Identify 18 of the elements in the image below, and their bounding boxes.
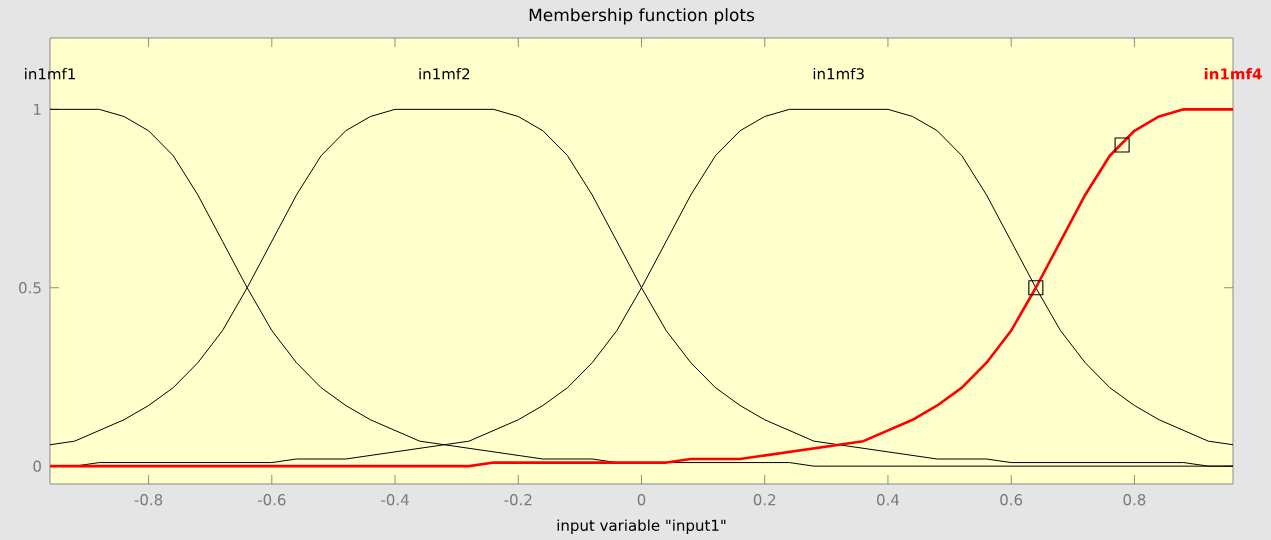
x-tick-label: 0 (637, 494, 646, 506)
x-tick-label: 0.2 (753, 494, 776, 506)
series-label: in1mf3 (813, 67, 864, 80)
series-label: in1mf2 (419, 67, 470, 80)
x-tick-label: -0.8 (134, 494, 163, 506)
x-tick-label: 0.6 (1000, 494, 1023, 506)
y-tick-label: 1 (34, 103, 41, 115)
x-tick-label: 0.4 (877, 494, 900, 506)
x-tick-label: 0.8 (1123, 494, 1146, 506)
x-tick-label: -0.2 (504, 494, 532, 506)
x-axis-title: input variable "input1" (557, 519, 726, 534)
x-tick-label: -0.6 (257, 494, 286, 506)
y-tick-label: 0.5 (19, 282, 41, 294)
chart-title: Membership function plots (529, 8, 755, 25)
y-tick-label: 0 (33, 460, 41, 472)
x-tick-label: -0.4 (381, 494, 409, 506)
series-label: in1mf1 (25, 67, 75, 80)
series-label: in1mf4 (1204, 67, 1262, 80)
